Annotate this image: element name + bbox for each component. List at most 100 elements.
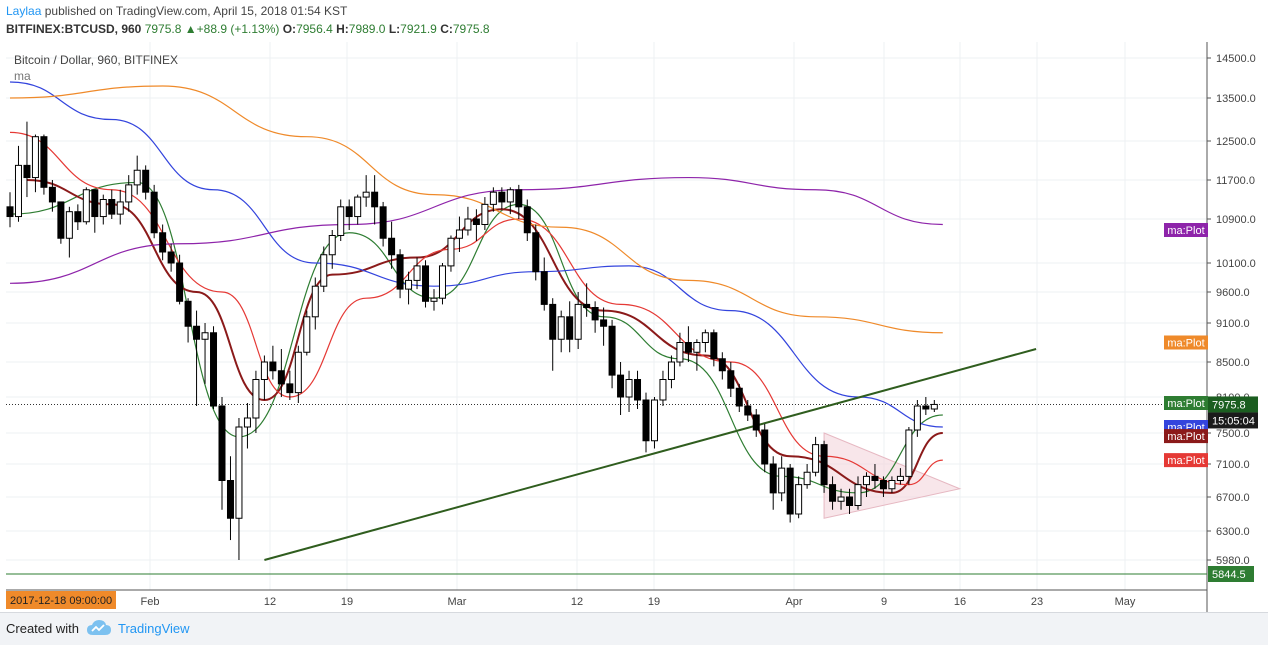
- trendline: [264, 348, 1037, 561]
- y-tick-label: 12500.0: [1216, 136, 1256, 148]
- candle-body: [650, 399, 658, 442]
- ma-plot-tag: [1164, 453, 1208, 468]
- candle-body: [464, 218, 472, 231]
- candle-body: [481, 203, 489, 225]
- candle-body: [557, 316, 565, 340]
- candle-body: [74, 211, 82, 223]
- published-text: published on TradingView.com, April 15, …: [44, 4, 348, 18]
- y-tick-label: 7100.0: [1216, 459, 1250, 471]
- y-tick-label: 9600.0: [1216, 287, 1250, 299]
- candle-body: [142, 169, 150, 193]
- candle-body: [413, 265, 421, 281]
- candle-body: [405, 279, 413, 290]
- y-tick-label: 13500.0: [1216, 93, 1256, 105]
- candle-body: [676, 342, 684, 363]
- tradingview-link[interactable]: TradingView: [118, 621, 190, 636]
- candle-body: [226, 480, 234, 519]
- tradingview-cloud-icon: [87, 620, 111, 635]
- close-label: C:: [440, 22, 453, 36]
- candle-body: [40, 136, 48, 188]
- candle-body: [710, 332, 718, 360]
- candle-body: [57, 201, 65, 239]
- low-value: 7921.9: [400, 22, 437, 36]
- high-label: H:: [336, 22, 349, 36]
- candle-body: [667, 361, 675, 380]
- price-chart[interactable]: 5980.06300.06700.07100.07500.08100.08500…: [0, 42, 1268, 612]
- candle-body: [922, 405, 930, 410]
- candle-body: [583, 303, 591, 308]
- candle-body: [23, 164, 31, 179]
- candle-body: [371, 191, 379, 208]
- candle-body: [176, 262, 184, 302]
- candle-body: [320, 254, 328, 287]
- candle-body: [388, 237, 396, 256]
- last-price-tag: [1208, 396, 1258, 413]
- candle-body: [930, 403, 938, 410]
- candle-body: [812, 444, 820, 473]
- candle-body: [447, 237, 455, 267]
- start-date-label: 2017-12-18 09:00:00: [10, 595, 112, 607]
- candle-body: [642, 399, 650, 442]
- candle-body: [778, 467, 786, 494]
- candle-body: [591, 307, 599, 321]
- candle-body: [769, 463, 777, 494]
- x-tick-label: 19: [648, 596, 660, 608]
- candle-body: [379, 206, 387, 239]
- candle-body: [472, 218, 480, 225]
- symbol-label: BITFINEX:BTCUSD, 960: [6, 22, 142, 36]
- x-tick-label: 19: [341, 596, 353, 608]
- candle-body: [150, 191, 158, 234]
- candle-body: [744, 405, 752, 416]
- candle-body: [48, 186, 56, 203]
- legend-title: Bitcoin / Dollar, 960, BITFINEX: [14, 53, 179, 67]
- y-tick-label: 11700.0: [1216, 175, 1255, 187]
- footer: Created with TradingView: [0, 612, 1268, 645]
- legend-indicator[interactable]: ma: [14, 69, 31, 83]
- candle-body: [167, 251, 175, 264]
- candle-body: [727, 370, 735, 389]
- y-tick-label: 9100.0: [1216, 318, 1250, 330]
- candle-body: [125, 184, 133, 203]
- y-tick-label: 14500.0: [1216, 53, 1256, 65]
- candle-body: [438, 265, 446, 299]
- candle-body: [337, 206, 345, 236]
- candle-body: [159, 232, 167, 253]
- candle-body: [498, 191, 506, 203]
- triangle-pattern: [823, 432, 962, 519]
- candle-body: [218, 405, 226, 481]
- candle-body: [795, 484, 803, 515]
- candle-body: [837, 496, 845, 502]
- ma-line-orange: [9, 85, 943, 334]
- x-tick-label: May: [1115, 596, 1136, 608]
- x-tick-label: Mar: [448, 596, 467, 608]
- candle-body: [286, 383, 294, 394]
- y-tick-label: 10900.0: [1216, 214, 1256, 226]
- candle-body: [277, 370, 285, 385]
- start-date-tag: [6, 591, 116, 609]
- candle-body: [235, 426, 243, 519]
- ma-plot-tag-label: ma:Plot: [1167, 455, 1204, 467]
- candle-body: [608, 325, 616, 376]
- candle-body: [693, 342, 701, 353]
- candle-body: [116, 201, 124, 215]
- candle-body: [879, 480, 887, 490]
- candle-body: [854, 484, 862, 506]
- y-tick-label: 5980.0: [1216, 555, 1250, 567]
- chart-legend: Bitcoin / Dollar, 960, BITFINEX ma: [14, 53, 178, 83]
- candle-body: [905, 429, 913, 477]
- chart-header: Laylaa published on TradingView.com, Apr…: [0, 0, 1268, 42]
- open-label: O:: [282, 22, 297, 36]
- candle-body: [243, 417, 251, 428]
- y-tick-label: 7500.0: [1216, 428, 1250, 440]
- ma-line-red: [9, 131, 943, 486]
- candle-body: [269, 361, 277, 372]
- x-tick-label: 12: [264, 596, 276, 608]
- author-link[interactable]: Laylaa: [6, 4, 42, 18]
- publish-line: Laylaa published on TradingView.com, Apr…: [6, 4, 347, 18]
- candle-body: [65, 211, 73, 239]
- y-tick-label: 10100.0: [1216, 258, 1256, 270]
- candle-body: [701, 332, 709, 343]
- candle-body: [735, 387, 743, 407]
- candle-body: [455, 229, 463, 239]
- candle-body: [913, 405, 921, 431]
